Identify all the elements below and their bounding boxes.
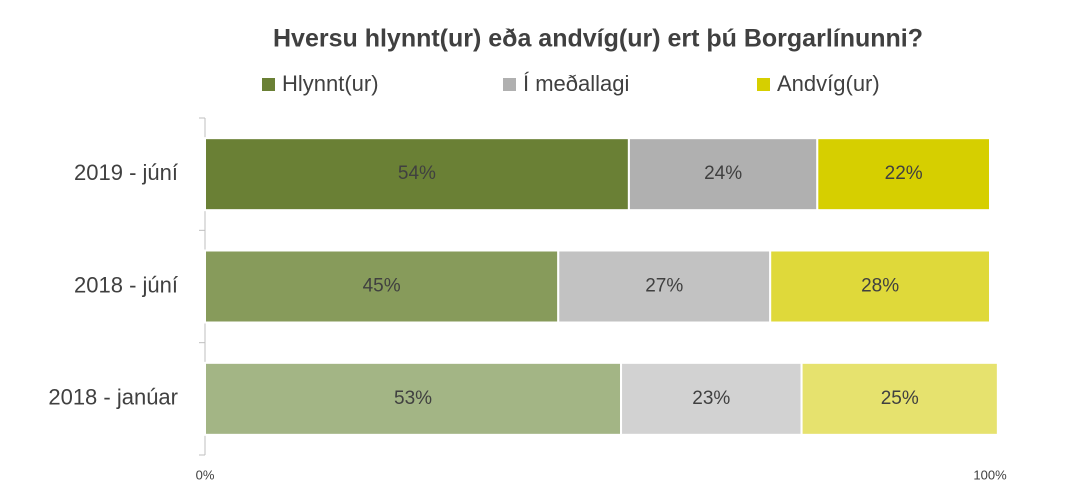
y-tick-label: 2018 - janúar	[48, 385, 178, 410]
bar-segment	[816, 137, 991, 212]
data-label: 45%	[363, 276, 401, 297]
data-label: 23%	[692, 388, 730, 409]
legend-swatch	[262, 78, 275, 91]
legend-swatch	[503, 78, 516, 91]
bar-segment	[627, 137, 819, 212]
legend-label: Hlynnt(ur)	[282, 71, 379, 96]
y-tick-label: 2018 - júní	[74, 272, 178, 297]
data-label: 53%	[394, 388, 432, 409]
bar-segment	[769, 249, 992, 324]
data-label: 54%	[398, 163, 436, 184]
data-label: 25%	[881, 388, 919, 409]
data-label: 24%	[704, 163, 742, 184]
bar-segment	[204, 137, 630, 212]
data-label: 27%	[645, 276, 683, 297]
y-tick-label: 2019 - júní	[74, 160, 178, 185]
x-tick-label: 0%	[196, 467, 215, 482]
chart-title: Hversu hlynnt(ur) eða andvíg(ur) ert þú …	[273, 25, 923, 53]
x-tick-label: 100%	[973, 467, 1007, 482]
bar-segment	[800, 361, 999, 436]
data-label: 22%	[885, 163, 923, 184]
bar-segment	[204, 361, 623, 436]
legend-label: Andvíg(ur)	[777, 71, 880, 96]
bar-segment	[557, 249, 772, 324]
legend-label: Í meðallagi	[523, 71, 629, 96]
legend-swatch	[757, 78, 770, 91]
data-label: 28%	[861, 276, 899, 297]
